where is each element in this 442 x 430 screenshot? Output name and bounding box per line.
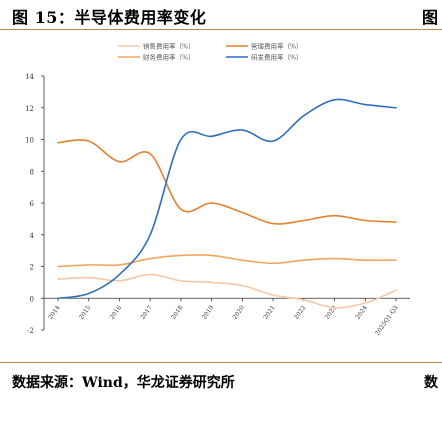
y-tick-label: 12 — [25, 105, 34, 113]
data-source: 数据来源：Wind，华龙证券研究所 — [12, 375, 235, 391]
y-tick-label: 8 — [30, 168, 34, 176]
x-tick-label: 2016 — [109, 304, 124, 321]
series-line-3 — [57, 254, 397, 268]
series-line-1 — [57, 273, 397, 309]
data-source-right-fragment: 数 — [424, 375, 438, 391]
line-chart: -2 0 2 4 6 8 10 12 14 2014 2015 2016 2017 2018 2019 202… — [25, 42, 410, 337]
y-tick-label: 0 — [30, 295, 34, 303]
bottom-rule — [0, 362, 442, 363]
figure-footer: 数据来源：Wind，华龙证券研究所 数 — [12, 372, 438, 394]
y-tick-label: -2 — [27, 327, 34, 335]
y-tick-label: 14 — [25, 73, 34, 81]
legend-label: 管理费用率（%） — [251, 42, 303, 51]
series-line-2 — [57, 139, 397, 225]
x-tick-label: 2014 — [47, 304, 62, 321]
x-tick-label: 2025Q1-Q3 — [374, 304, 400, 337]
legend-label: 研发费用率（%） — [251, 53, 303, 62]
legend-label: 财务费用率（%） — [143, 53, 195, 62]
figure-title-right-fragment: 图 — [421, 8, 438, 27]
x-tick-label: 2017 — [139, 304, 154, 321]
x-tick-label: 2015 — [78, 304, 93, 321]
figure-title: 图 15：半导体费用率变化 — [12, 8, 207, 27]
y-tick-label: 2 — [30, 264, 34, 272]
figure-header: 图 15：半导体费用率变化 图 — [12, 4, 438, 28]
x-tick-label: 2019 — [201, 304, 216, 321]
series-line-4 — [57, 98, 397, 300]
top-rule — [0, 29, 442, 30]
x-tick-label: 2022 — [293, 304, 308, 321]
legend-label: 销售费用率（%） — [143, 42, 195, 51]
y-tick-label: 4 — [30, 232, 35, 240]
x-tick-label: 2021 — [262, 304, 276, 321]
chart-container: -2 0 2 4 6 8 10 12 14 2014 2015 2016 2017 2018 2019 202… — [0, 34, 442, 356]
y-tick-label: 10 — [25, 137, 34, 145]
x-tick-label: 2020 — [232, 304, 247, 321]
x-tick-label: 2024 — [354, 304, 369, 321]
x-tick-label: 2018 — [170, 304, 185, 321]
y-tick-label: 6 — [30, 200, 35, 208]
